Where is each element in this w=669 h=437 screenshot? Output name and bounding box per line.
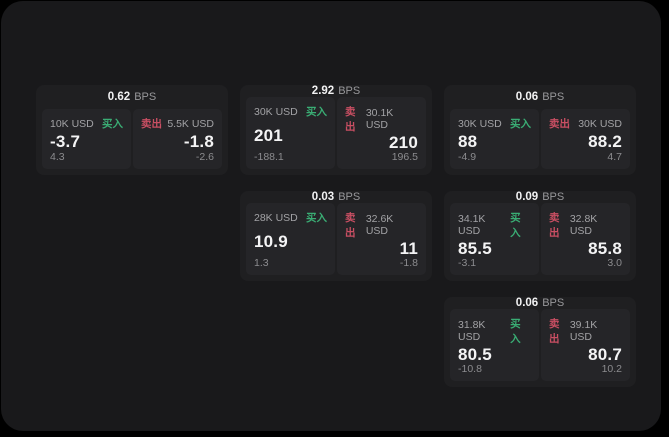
bps-header: 0.06 BPS (450, 85, 630, 109)
bps-value: 0.06 (515, 297, 539, 309)
bps-unit: BPS (338, 85, 361, 97)
notional-size: 39.1K USD (569, 319, 598, 343)
sell-sub-value: 10.2 (601, 363, 622, 375)
bps-value: 2.92 (311, 85, 335, 97)
sell-sub-value: -1.8 (399, 257, 418, 269)
buy-panel[interactable]: 10K USD 买入 -3.7 4.3 (42, 109, 131, 169)
buy-side-label: 买入 (510, 118, 531, 130)
sell-panel[interactable]: 卖出 32.6K USD 11 -1.8 (337, 203, 426, 275)
buy-price: 80.5 (458, 345, 492, 364)
buy-price: 201 (254, 125, 283, 145)
bps-value: 0.09 (515, 191, 539, 203)
notional-size: 30K USD (254, 105, 298, 118)
buy-price: 10.9 (254, 231, 288, 251)
sell-price: 210 (389, 133, 418, 152)
notional-size: 28K USD (254, 211, 298, 224)
bps-value: 0.06 (515, 91, 539, 103)
quote-card: 0.06 BPS 31.8K USD 买入 80.5 -10.8 卖出 39.1… (444, 297, 636, 387)
sell-price: 85.8 (588, 239, 622, 258)
buy-panel[interactable]: 34.1K USD 买入 85.5 -3.1 (450, 203, 539, 275)
buy-sub-value: -3.1 (458, 257, 477, 269)
sell-sub-value: -2.6 (195, 151, 214, 163)
quote-card: 2.92 BPS 30K USD 买入 201 -188.1 卖出 30.1K … (240, 85, 432, 175)
bps-value: 0.03 (311, 191, 335, 203)
buy-price: -3.7 (50, 131, 81, 151)
sell-panel[interactable]: 卖出 32.8K USD 85.8 3.0 (541, 203, 630, 275)
notional-size: 10K USD (50, 117, 94, 130)
quote-card: 0.06 BPS 30K USD 买入 88 -4.9 卖出 30K USD (444, 85, 636, 175)
buy-side-label: 买入 (306, 106, 327, 118)
bps-unit: BPS (338, 191, 361, 203)
buy-panel[interactable]: 28K USD 买入 10.9 1.3 (246, 203, 335, 275)
notional-size: 30K USD (578, 117, 622, 130)
sell-price: -1.8 (183, 131, 214, 151)
bps-header: 0.09 BPS (450, 191, 630, 203)
bps-unit: BPS (542, 91, 565, 103)
sell-side-label: 卖出 (549, 318, 560, 345)
sell-sub-value: 4.7 (607, 151, 622, 163)
sell-side-label: 卖出 (345, 106, 356, 133)
notional-size: 32.6K USD (365, 213, 394, 237)
notional-size: 5.5K USD (167, 117, 214, 130)
quote-card: 0.62 BPS 10K USD 买入 -3.7 4.3 卖出 5.5K USD (36, 85, 228, 175)
sell-sub-value: 3.0 (607, 257, 622, 269)
bps-unit: BPS (134, 91, 157, 103)
sell-side-label: 卖出 (549, 212, 560, 239)
buy-sub-value: -188.1 (254, 151, 284, 163)
notional-size: 31.8K USD (458, 319, 486, 343)
buy-side-label: 买入 (510, 318, 521, 345)
sell-price: 88.2 (588, 131, 622, 151)
sell-side-label: 卖出 (345, 212, 356, 239)
buy-panel[interactable]: 30K USD 买入 201 -188.1 (246, 97, 335, 169)
notional-size: 30.1K USD (365, 107, 394, 131)
bps-value: 0.62 (107, 91, 131, 103)
quote-card: 0.09 BPS 34.1K USD 买入 85.5 -3.1 卖出 32.8K… (444, 191, 636, 281)
buy-price: 88 (458, 131, 478, 151)
sell-sub-value: 196.5 (391, 151, 418, 163)
buy-side-label: 买入 (306, 212, 327, 224)
buy-sub-value: -10.8 (458, 363, 482, 375)
sell-panel[interactable]: 卖出 30K USD 88.2 4.7 (541, 109, 630, 169)
notional-size: 30K USD (458, 117, 502, 130)
quote-cards-grid: 0.62 BPS 10K USD 买入 -3.7 4.3 卖出 5.5K USD (36, 85, 636, 387)
sell-panel[interactable]: 卖出 5.5K USD -1.8 -2.6 (133, 109, 222, 169)
quote-card: 0.03 BPS 28K USD 买入 10.9 1.3 卖出 32.6K US… (240, 191, 432, 281)
buy-side-label: 买入 (510, 212, 521, 239)
notional-size: 32.8K USD (569, 213, 598, 237)
bps-header: 0.03 BPS (246, 191, 426, 203)
buy-side-label: 买入 (102, 118, 123, 130)
notional-size: 34.1K USD (458, 213, 486, 237)
bps-header: 0.62 BPS (42, 85, 222, 109)
buy-sub-value: -4.9 (458, 151, 477, 163)
buy-sub-value: 1.3 (254, 257, 269, 269)
buy-price: 85.5 (458, 239, 492, 258)
app-window: 0.62 BPS 10K USD 买入 -3.7 4.3 卖出 5.5K USD (1, 1, 661, 431)
sell-side-label: 卖出 (141, 118, 162, 130)
sell-side-label: 卖出 (549, 118, 570, 130)
bps-header: 0.06 BPS (450, 297, 630, 309)
sell-panel[interactable]: 卖出 30.1K USD 210 196.5 (337, 97, 426, 169)
buy-sub-value: 4.3 (50, 151, 65, 163)
bps-header: 2.92 BPS (246, 85, 426, 97)
buy-panel[interactable]: 31.8K USD 买入 80.5 -10.8 (450, 309, 539, 381)
sell-panel[interactable]: 卖出 39.1K USD 80.7 10.2 (541, 309, 630, 381)
sell-price: 11 (399, 239, 418, 258)
buy-panel[interactable]: 30K USD 买入 88 -4.9 (450, 109, 539, 169)
bps-unit: BPS (542, 297, 565, 309)
bps-unit: BPS (542, 191, 565, 203)
sell-price: 80.7 (588, 345, 622, 364)
